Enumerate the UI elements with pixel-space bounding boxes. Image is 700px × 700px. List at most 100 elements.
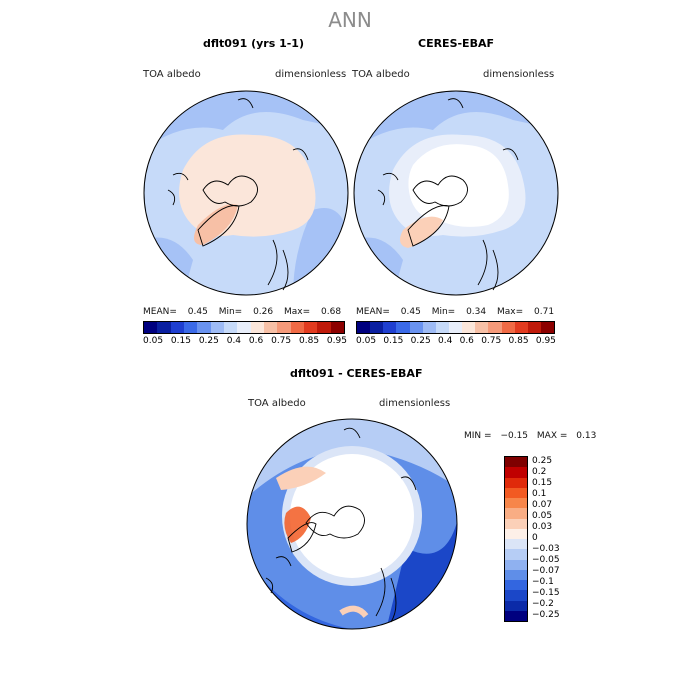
colorbar-swatch xyxy=(435,322,449,333)
colorbar-swatch xyxy=(505,559,527,570)
panel1-units-label: dimensionless xyxy=(275,69,347,80)
colorbar-tick-label: 0.6 xyxy=(459,336,474,346)
colorbar-tick-label: 0.1 xyxy=(532,488,547,499)
colorbar-swatch xyxy=(250,322,264,333)
colorbar-swatch xyxy=(237,322,251,333)
panel1-max-label: Max= xyxy=(284,307,311,317)
colorbar-swatch xyxy=(505,467,527,478)
colorbar-swatch xyxy=(448,322,463,333)
panel1-min-label: Min= xyxy=(218,307,243,317)
colorbar-swatch xyxy=(505,549,527,560)
colorbar-swatch xyxy=(277,322,291,333)
panel2-stats: MEAN= 0.45 Min= 0.34 Max= 0.71 xyxy=(356,307,554,317)
panel3-field-label: TOA albedo xyxy=(248,398,306,409)
panel2-units-label: dimensionless xyxy=(483,69,555,80)
colorbar-swatch xyxy=(505,569,527,580)
panel2-mean-label: MEAN= xyxy=(356,307,390,317)
colorbar-tick-label: −0.1 xyxy=(532,577,554,588)
colorbar-tick-label: 0.05 xyxy=(143,336,164,346)
colorbar-tick-label: 0.2 xyxy=(532,466,547,477)
colorbar-swatch xyxy=(514,322,528,333)
colorbar-swatch xyxy=(505,498,527,509)
colorbar-swatch xyxy=(223,322,238,333)
colorbar-swatch xyxy=(210,322,224,333)
colorbar-tick-label: 0.07 xyxy=(532,499,553,510)
colorbar-swatch xyxy=(505,457,527,468)
colorbar-tick-label: −0.15 xyxy=(532,588,560,599)
colorbar-tick-label: 0.03 xyxy=(532,521,553,532)
colorbar-swatch xyxy=(170,322,184,333)
panel1-colorbar-ticks: 0.05 0.15 0.25 0.4 0.6 0.75 0.85 0.95 xyxy=(143,336,347,346)
colorbar-swatch xyxy=(183,322,198,333)
panel3-min-value: −0.15 xyxy=(500,431,529,441)
colorbar-swatch xyxy=(357,322,371,333)
colorbar-swatch xyxy=(422,322,436,333)
panel1-max-value: 0.68 xyxy=(321,307,342,317)
colorbar-swatch xyxy=(505,477,527,488)
panel3-max-value: 0.13 xyxy=(576,431,597,441)
colorbar-swatch xyxy=(370,322,384,333)
colorbar-swatch xyxy=(303,322,318,333)
colorbar-tick-label: −0.25 xyxy=(532,610,560,621)
colorbar-swatch xyxy=(505,610,527,621)
colorbar-swatch xyxy=(505,528,527,539)
panel1-field-label: TOA albedo xyxy=(143,69,201,80)
colorbar-swatch xyxy=(197,322,211,333)
colorbar-tick-label: −0.07 xyxy=(532,566,560,577)
figure-title: ANN xyxy=(328,8,372,32)
colorbar-swatch xyxy=(396,322,410,333)
colorbar-tick-label: 0.15 xyxy=(532,477,553,488)
panel3-minmax: MIN = −0.15 MAX = 0.13 xyxy=(464,431,596,441)
panel3-max-label: MAX = xyxy=(536,431,568,441)
colorbar-swatch xyxy=(290,322,304,333)
colorbar-tick-label: 0.95 xyxy=(326,336,347,346)
panel2-min-label: Min= xyxy=(431,307,456,317)
colorbar-swatch xyxy=(317,322,331,333)
panel2-colorbar xyxy=(356,321,555,334)
colorbar-swatch xyxy=(505,518,527,529)
colorbar-swatch xyxy=(330,322,344,333)
colorbar-swatch xyxy=(527,322,541,333)
panel3-min-label: MIN = xyxy=(464,431,492,441)
colorbar-swatch xyxy=(488,322,502,333)
colorbar-tick-label: −0.05 xyxy=(532,555,560,566)
panel1-mean-value: 0.45 xyxy=(187,307,208,317)
panel2-polar-map xyxy=(353,90,559,296)
colorbar-tick-label: 0.15 xyxy=(170,336,191,346)
colorbar-tick-label: 0.05 xyxy=(356,336,377,346)
colorbar-swatch xyxy=(505,487,527,498)
colorbar-tick-label: 0.4 xyxy=(226,336,242,346)
colorbar-swatch xyxy=(505,590,527,601)
panel1-mean-label: MEAN= xyxy=(143,307,177,317)
colorbar-tick-label: 0.25 xyxy=(532,455,553,466)
panel1-colorbar xyxy=(143,321,345,334)
colorbar-tick-label: 0.6 xyxy=(248,336,264,346)
colorbar-swatch xyxy=(505,508,527,519)
colorbar-swatch xyxy=(409,322,423,333)
panel3-colorbar xyxy=(504,456,528,622)
panel3-title: dflt091 - CERES-EBAF xyxy=(290,367,423,380)
colorbar-swatch xyxy=(505,580,527,591)
colorbar-swatch xyxy=(505,539,527,550)
panel2-colorbar-ticks: 0.05 0.15 0.25 0.4 0.6 0.75 0.85 0.95 xyxy=(356,336,556,346)
colorbar-tick-label: 0.25 xyxy=(198,336,219,346)
colorbar-swatch xyxy=(462,322,476,333)
colorbar-tick-label: 0.15 xyxy=(383,336,404,346)
panel2-field-label: TOA albedo xyxy=(352,69,410,80)
colorbar-swatch xyxy=(157,322,171,333)
colorbar-tick-label: 0.75 xyxy=(271,336,292,346)
colorbar-swatch xyxy=(540,322,555,333)
colorbar-swatch xyxy=(501,322,515,333)
colorbar-swatch xyxy=(383,322,397,333)
colorbar-swatch xyxy=(144,322,158,333)
colorbar-tick-label: 0 xyxy=(532,532,538,543)
panel1-polar-map xyxy=(143,90,349,296)
panel1-title: dflt091 (yrs 1-1) xyxy=(203,37,304,50)
panel1-stats: MEAN= 0.45 Min= 0.26 Max= 0.68 xyxy=(143,307,341,317)
panel3-units-label: dimensionless xyxy=(379,398,451,409)
colorbar-tick-label: 0.25 xyxy=(410,336,431,346)
panel2-mean-value: 0.45 xyxy=(400,307,421,317)
colorbar-tick-label: 0.85 xyxy=(508,336,529,346)
colorbar-tick-label: 0.75 xyxy=(481,336,502,346)
panel1-min-value: 0.26 xyxy=(253,307,274,317)
